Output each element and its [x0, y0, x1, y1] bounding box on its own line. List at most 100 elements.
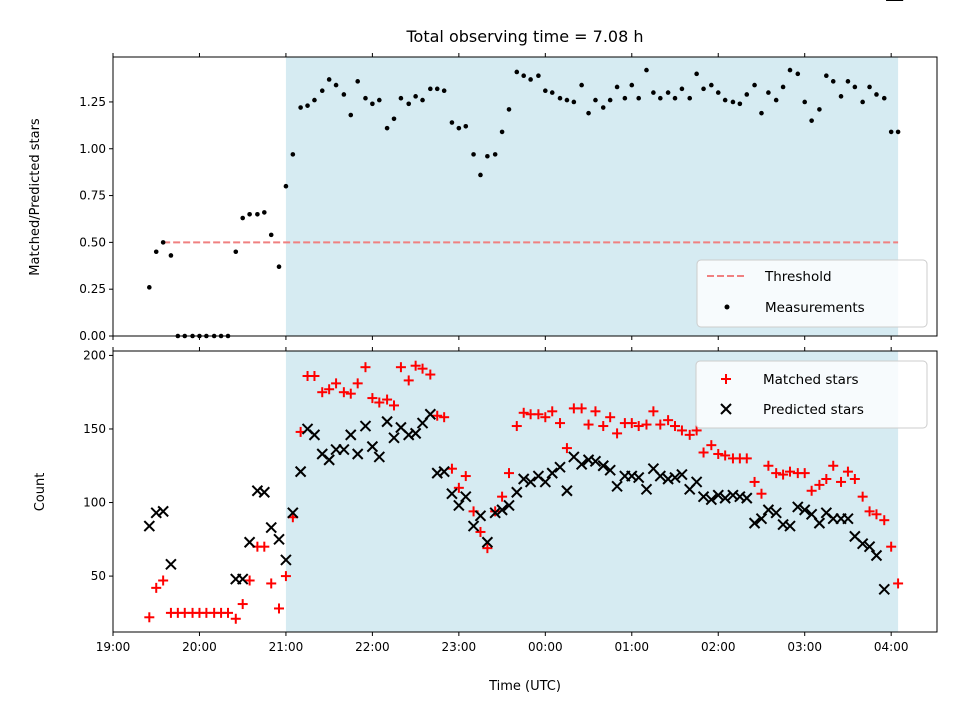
measurement-point: [153, 249, 159, 255]
predicted-star-point: [165, 558, 177, 571]
measurement-point: [838, 94, 844, 99]
measurement-point: [629, 82, 635, 88]
measurement-point: [737, 101, 743, 107]
matched-star-point: [720, 450, 731, 461]
matched-star-point: [374, 397, 385, 408]
measurement-point: [860, 99, 865, 105]
matched-star-point: [490, 506, 501, 517]
measurement-point: [262, 210, 267, 215]
matched-star-point: [893, 578, 904, 589]
measurement-point: [370, 101, 375, 107]
matched-star-point: [886, 541, 897, 552]
x-tick-label: 04:00: [874, 640, 909, 654]
x-tick-label: 23:00: [442, 640, 477, 654]
measurement-point: [881, 95, 887, 101]
matched-star-point: [626, 418, 637, 429]
predicted-star-point: [589, 455, 602, 468]
measurement-point: [543, 88, 548, 94]
matched-star-point: [453, 482, 464, 493]
count-y-tick-label: 50: [91, 569, 106, 583]
measurement-point: [787, 67, 793, 73]
measurement-point: [593, 97, 598, 103]
legend-measurements-label: Measurements: [765, 300, 865, 316]
matched-star-point: [518, 407, 529, 418]
predicted-star-point: [294, 465, 307, 478]
measurement-point: [709, 82, 714, 88]
measurement-point: [888, 129, 894, 135]
matched-star-point: [771, 468, 782, 479]
measurement-point: [147, 285, 152, 290]
matched-star-point: [785, 466, 796, 477]
measurement-point: [679, 86, 685, 92]
matched-star-point: [576, 403, 587, 414]
measurement-point: [895, 129, 901, 135]
measurement-point: [463, 123, 469, 129]
predicted-star-point: [676, 468, 688, 481]
chart-title: Total observing time = 7.08 h: [405, 27, 643, 46]
predicted-star-point: [697, 490, 710, 503]
measurement-point: [795, 71, 801, 77]
count-legend: Matched stars Predicted stars: [695, 360, 928, 429]
predicted-star-point: [338, 443, 350, 456]
matched-star-point: [756, 488, 767, 499]
matched-star-point: [425, 369, 436, 380]
matched-star-point: [540, 412, 551, 423]
measurement-point: [658, 95, 663, 101]
predicted-star-point: [388, 432, 400, 444]
measurement-point: [536, 73, 541, 79]
matched-star-point: [713, 448, 724, 459]
matched-star-point: [864, 506, 875, 517]
measurement-point: [571, 99, 577, 105]
predicted-star-point: [446, 487, 458, 500]
x-tick-label: 21:00: [269, 640, 304, 654]
measurement-point: [644, 67, 649, 73]
predicted-star-point: [546, 467, 558, 479]
matched-star-point: [338, 387, 349, 398]
measurement-point: [874, 92, 879, 97]
ratio-y-tick-label: 1.00: [79, 142, 106, 156]
matched-star-point: [555, 418, 566, 429]
matched-star-point: [309, 371, 320, 382]
measurement-point: [586, 110, 591, 116]
matched-star-point: [849, 473, 860, 484]
x-tick-label: 01:00: [614, 640, 649, 654]
matched-star-point: [879, 515, 890, 526]
matched-star-point: [230, 613, 241, 624]
measurement-point: [600, 105, 606, 110]
measurement-point: [499, 129, 505, 135]
matched-star-point: [395, 362, 406, 373]
measurement-point: [809, 118, 814, 123]
measurement-point: [377, 97, 382, 103]
ratio-y-tick-label: 0.50: [79, 235, 106, 249]
predicted-star-point: [143, 520, 156, 532]
measurement-point: [406, 101, 412, 107]
measurement-point: [333, 82, 339, 88]
predicted-star-point: [604, 464, 616, 476]
predicted-star-point: [351, 448, 364, 460]
matched-star-point: [266, 578, 277, 589]
legend-predicted-marker: [720, 403, 732, 415]
x-tick-label: 19:00: [96, 640, 131, 654]
matched-star-point: [857, 491, 868, 502]
measurement-point: [449, 120, 455, 125]
measurement-point: [651, 90, 656, 95]
predicted-star-point: [280, 554, 292, 566]
matched-star-point: [763, 460, 774, 471]
matched-star-point: [497, 491, 508, 502]
matched-star-point: [352, 378, 363, 389]
matched-star-point: [741, 453, 752, 464]
measurement-point: [341, 92, 347, 97]
matched-star-point: [158, 575, 169, 586]
predicted-star-point: [770, 507, 782, 519]
predicted-star-point: [496, 504, 508, 516]
count-panel: 19:00 20:00 21:00 22:00 23:00 00:00 01:00 02:00…: [33, 0, 938, 694]
measurement-point: [687, 95, 693, 101]
x-axis-label: Time (UTC): [488, 679, 561, 694]
matched-star-point: [706, 440, 717, 451]
predicted-star-point: [359, 420, 372, 432]
matched-star-point: [151, 582, 162, 593]
matched-star-point: [432, 410, 443, 421]
matched-star-point: [842, 466, 853, 477]
matched-star-point: [460, 471, 471, 482]
